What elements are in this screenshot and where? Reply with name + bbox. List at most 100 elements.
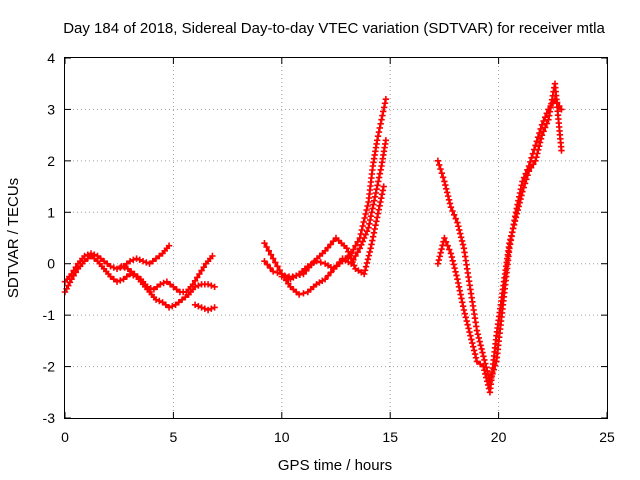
data-point xyxy=(261,239,268,247)
data-point xyxy=(523,176,530,183)
data-point xyxy=(362,231,369,238)
y-tick-label: -3 xyxy=(43,410,56,426)
data-point xyxy=(189,281,197,288)
data-point xyxy=(121,264,128,271)
data-point xyxy=(296,271,304,279)
data-point xyxy=(123,260,130,267)
data-point xyxy=(104,260,111,267)
data-point xyxy=(364,202,371,210)
data-point xyxy=(195,302,202,310)
data-point xyxy=(441,178,448,185)
data-point xyxy=(361,267,369,274)
data-point xyxy=(375,206,383,213)
data-point xyxy=(201,305,209,312)
data-point xyxy=(211,304,218,311)
data-point xyxy=(447,203,455,211)
data-point xyxy=(538,121,546,129)
data-point xyxy=(509,225,517,232)
data-point xyxy=(376,202,383,210)
data-point xyxy=(463,317,470,325)
data-point xyxy=(198,304,205,311)
series-arc-1a xyxy=(61,252,218,311)
data-point xyxy=(263,243,270,251)
data-point xyxy=(107,273,114,280)
data-point xyxy=(483,378,491,385)
data-point xyxy=(482,370,489,378)
data-point xyxy=(518,192,525,199)
data-point xyxy=(514,206,522,214)
data-point xyxy=(468,336,475,343)
data-point xyxy=(476,338,483,345)
data-point xyxy=(113,278,121,285)
data-point xyxy=(366,220,373,228)
data-point xyxy=(289,273,296,280)
series-arc-3a xyxy=(434,95,565,386)
data-point xyxy=(369,205,376,212)
series-arc-2c xyxy=(278,183,387,280)
data-point xyxy=(267,264,274,272)
data-point xyxy=(377,198,384,206)
data-point xyxy=(300,290,307,297)
x-axis-label: GPS time / hours xyxy=(278,457,392,474)
data-point xyxy=(378,194,385,202)
data-point xyxy=(361,214,368,222)
data-point xyxy=(376,170,384,177)
data-point xyxy=(134,273,141,280)
data-point xyxy=(367,212,375,220)
data-point xyxy=(97,255,104,262)
data-point xyxy=(191,301,199,309)
data-point xyxy=(370,229,378,237)
data-point xyxy=(509,228,516,236)
data-point xyxy=(336,258,343,266)
data-point xyxy=(372,189,380,197)
x-tick-label: 20 xyxy=(491,429,507,445)
data-point xyxy=(81,252,88,260)
data-point xyxy=(447,250,455,257)
data-point xyxy=(261,257,268,265)
data-point xyxy=(162,301,170,309)
data-point xyxy=(123,273,130,280)
data-point xyxy=(302,267,310,274)
data-point xyxy=(317,259,325,266)
data-point xyxy=(269,268,277,275)
y-tick-label: 2 xyxy=(47,153,55,169)
data-point xyxy=(473,358,481,365)
data-point xyxy=(372,221,379,229)
data-point xyxy=(379,187,387,194)
data-point xyxy=(159,299,166,306)
data-point xyxy=(474,331,482,338)
data-point xyxy=(477,342,484,349)
data-point xyxy=(371,193,379,201)
y-tick-label: -1 xyxy=(43,307,56,323)
data-point xyxy=(532,157,539,165)
data-point xyxy=(442,238,450,246)
data-point xyxy=(507,236,514,243)
y-tick-label: -2 xyxy=(43,359,56,375)
data-point xyxy=(446,246,453,253)
data-point xyxy=(149,257,157,265)
data-point xyxy=(456,287,464,294)
data-point xyxy=(321,247,329,255)
data-point xyxy=(117,277,124,284)
data-point xyxy=(211,283,218,291)
data-point xyxy=(524,172,531,179)
data-point xyxy=(368,209,375,216)
data-point xyxy=(439,174,447,181)
data-point xyxy=(204,281,212,288)
data-point xyxy=(449,257,456,264)
data-point xyxy=(454,275,461,283)
data-point xyxy=(459,299,466,306)
data-point xyxy=(110,264,117,271)
data-point xyxy=(157,281,164,288)
data-point xyxy=(371,197,378,204)
data-point xyxy=(131,270,138,278)
data-point xyxy=(130,256,137,264)
data-point xyxy=(533,138,540,145)
data-point xyxy=(152,296,160,303)
data-point xyxy=(87,250,95,257)
data-point xyxy=(511,217,519,225)
data-point xyxy=(133,255,140,262)
data-point xyxy=(343,245,351,252)
data-point xyxy=(358,226,365,234)
